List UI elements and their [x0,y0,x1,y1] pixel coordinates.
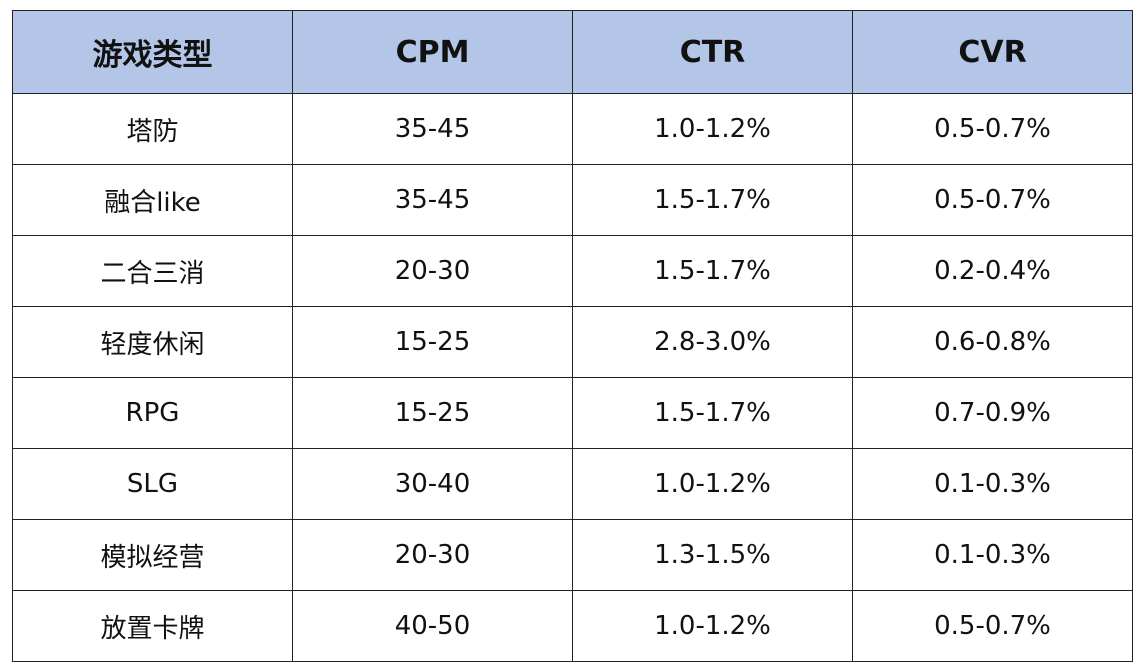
cell-game-type: 融合like [12,164,293,236]
cell-ctr: 1.5-1.7% [572,164,853,236]
header-ctr: CTR [572,10,853,94]
cell-cvr: 0.6-0.8% [852,306,1133,378]
cell-ctr: 1.0-1.2% [572,93,853,165]
header-cvr: CVR [852,10,1133,94]
table-row: 模拟经营 20-30 1.3-1.5% 0.1-0.3% [12,519,1133,591]
header-game-type: 游戏类型 [12,10,293,94]
cell-game-type: SLG [12,448,293,520]
cell-cpm: 20-30 [292,235,573,307]
cell-cvr: 0.5-0.7% [852,164,1133,236]
table-header-row: 游戏类型 CPM CTR CVR [12,10,1133,94]
cell-cpm: 35-45 [292,93,573,165]
table-row: 轻度休闲 15-25 2.8-3.0% 0.6-0.8% [12,306,1133,378]
table-row: SLG 30-40 1.0-1.2% 0.1-0.3% [12,448,1133,520]
cell-game-type: 塔防 [12,93,293,165]
cell-game-type: 模拟经营 [12,519,293,591]
cell-ctr: 1.5-1.7% [572,377,853,449]
header-cpm: CPM [292,10,573,94]
cell-game-type: 放置卡牌 [12,590,293,662]
game-metrics-table: 游戏类型 CPM CTR CVR 塔防 35-45 1.0-1.2% 0.5-0… [12,10,1133,662]
table-row: 融合like 35-45 1.5-1.7% 0.5-0.7% [12,164,1133,236]
cell-cpm: 30-40 [292,448,573,520]
cell-cvr: 0.2-0.4% [852,235,1133,307]
cell-ctr: 2.8-3.0% [572,306,853,378]
table-row: 塔防 35-45 1.0-1.2% 0.5-0.7% [12,93,1133,165]
cell-cpm: 35-45 [292,164,573,236]
cell-cpm: 20-30 [292,519,573,591]
table-row: 放置卡牌 40-50 1.0-1.2% 0.5-0.7% [12,590,1133,662]
table-row: 二合三消 20-30 1.5-1.7% 0.2-0.4% [12,235,1133,307]
cell-ctr: 1.0-1.2% [572,590,853,662]
cell-cvr: 0.1-0.3% [852,448,1133,520]
game-metrics-table-container: 游戏类型 CPM CTR CVR 塔防 35-45 1.0-1.2% 0.5-0… [12,10,1133,662]
cell-ctr: 1.3-1.5% [572,519,853,591]
table-row: RPG 15-25 1.5-1.7% 0.7-0.9% [12,377,1133,449]
cell-cvr: 0.1-0.3% [852,519,1133,591]
cell-cvr: 0.7-0.9% [852,377,1133,449]
cell-cvr: 0.5-0.7% [852,93,1133,165]
cell-cpm: 15-25 [292,377,573,449]
cell-cvr: 0.5-0.7% [852,590,1133,662]
cell-game-type: RPG [12,377,293,449]
cell-cpm: 40-50 [292,590,573,662]
cell-game-type: 轻度休闲 [12,306,293,378]
cell-ctr: 1.0-1.2% [572,448,853,520]
cell-ctr: 1.5-1.7% [572,235,853,307]
cell-cpm: 15-25 [292,306,573,378]
cell-game-type: 二合三消 [12,235,293,307]
